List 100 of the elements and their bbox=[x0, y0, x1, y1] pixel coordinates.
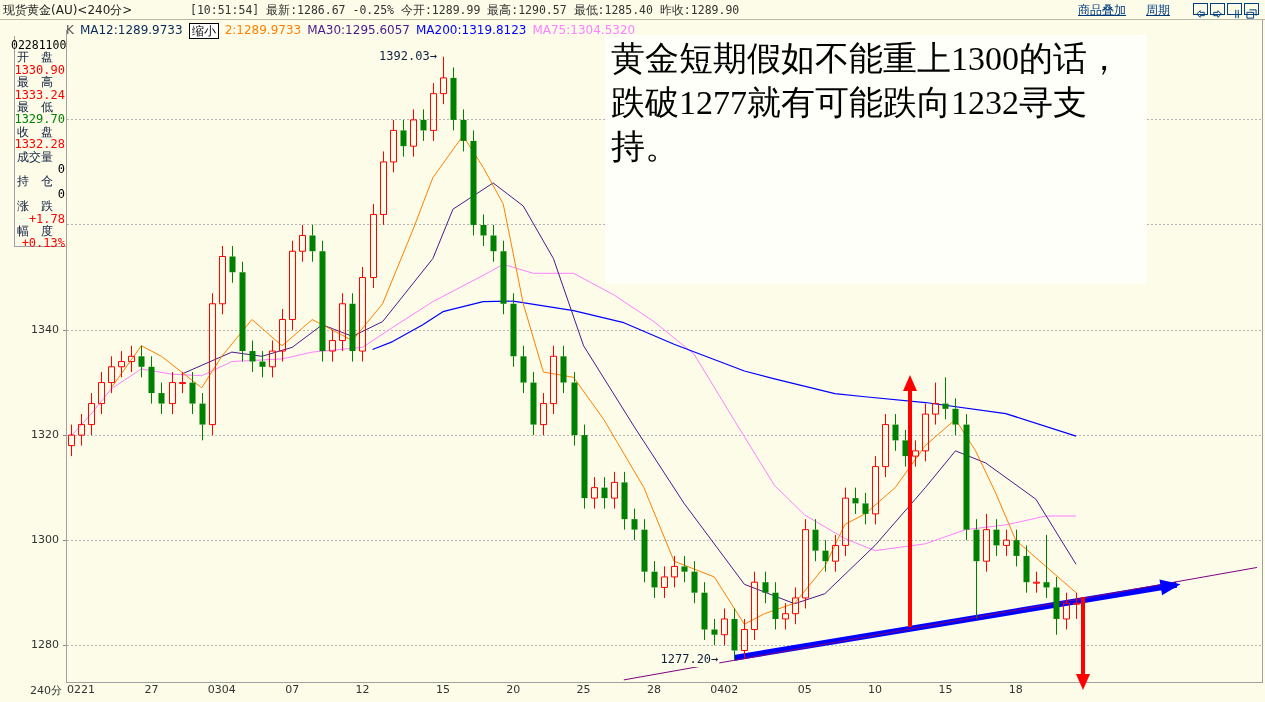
candlestick bbox=[389, 119, 398, 173]
candlestick bbox=[178, 371, 187, 394]
candlestick bbox=[369, 203, 378, 289]
candlestick bbox=[911, 439, 920, 468]
candlestick bbox=[740, 618, 749, 659]
candlestick bbox=[229, 245, 236, 284]
chart-subtitle: [10:51:54] 最新:1286.67 -0.25% 今开:1289.99 最高:1290.57 最低:1285.40 昨收:1289.90 bbox=[190, 3, 740, 17]
candlestick bbox=[772, 581, 779, 630]
candlestick bbox=[268, 340, 277, 378]
candlestick bbox=[931, 382, 940, 426]
y-tick-label: 1280 bbox=[31, 638, 59, 652]
candlestick bbox=[631, 508, 638, 541]
text: 幅 度 bbox=[17, 224, 53, 238]
candlestick bbox=[500, 240, 507, 315]
annotation: 1392.03→ bbox=[379, 48, 437, 63]
candlestick bbox=[239, 261, 246, 363]
candlestick bbox=[601, 476, 608, 510]
x-tick-label: 12 bbox=[355, 683, 370, 697]
candlestick bbox=[651, 560, 658, 599]
candlestick bbox=[77, 413, 86, 447]
text: 持 仓 bbox=[17, 174, 53, 189]
candlestick bbox=[288, 240, 297, 331]
candlestick bbox=[358, 266, 367, 363]
text: 02281100 bbox=[11, 38, 67, 52]
candlestick bbox=[560, 345, 567, 394]
candlestick bbox=[610, 471, 619, 510]
x-tick-label: 05 bbox=[797, 683, 812, 697]
text: 开 盘 bbox=[17, 50, 53, 65]
candlestick bbox=[208, 292, 217, 436]
text: 最 低 bbox=[17, 100, 53, 114]
y-tick-label: 1320 bbox=[31, 427, 59, 441]
candlestick bbox=[720, 607, 729, 646]
text: 1332.28 bbox=[14, 137, 65, 152]
candlestick bbox=[199, 392, 206, 441]
candlestick bbox=[409, 108, 418, 158]
y-tick-label: 1340 bbox=[31, 322, 59, 336]
candlestick bbox=[379, 150, 388, 226]
text: 涨 跌 bbox=[17, 199, 53, 214]
x-tick-label: 10 bbox=[868, 683, 883, 697]
text: 商品叠加 bbox=[1078, 3, 1126, 17]
candlestick bbox=[1023, 544, 1030, 594]
candlestick bbox=[871, 455, 880, 525]
y-tick-label: 1300 bbox=[31, 533, 59, 547]
text: 1333.24 bbox=[14, 87, 65, 102]
x-tick-label: 15 bbox=[938, 683, 953, 697]
candlestick bbox=[520, 345, 527, 394]
annotation: MA12:1289.9733 bbox=[79, 23, 183, 39]
x-tick-label: 0221 bbox=[67, 683, 96, 697]
candlestick bbox=[691, 560, 698, 604]
candlestick bbox=[750, 571, 759, 641]
text: 0 bbox=[57, 162, 65, 176]
candlestick bbox=[801, 518, 810, 609]
candlestick bbox=[549, 345, 558, 415]
candlestick bbox=[963, 413, 970, 541]
candlestick bbox=[127, 345, 136, 373]
candlestick bbox=[460, 108, 467, 152]
text: 2:1289.9733 bbox=[224, 23, 302, 39]
candlestick bbox=[539, 392, 548, 436]
candlestick bbox=[812, 518, 819, 562]
candlestick bbox=[429, 82, 438, 142]
candlestick bbox=[349, 292, 356, 363]
candlestick bbox=[993, 518, 1000, 557]
candlestick bbox=[168, 371, 177, 415]
text: +0.13% bbox=[21, 236, 65, 251]
note-panel: 黄金短期假如不能重上1300的话，跌破1277就有可能跌向1232寻支持。 bbox=[605, 35, 1147, 284]
candlestick bbox=[791, 586, 800, 625]
candlestick bbox=[328, 329, 337, 363]
x-axis-title: 240分 bbox=[30, 684, 62, 698]
candlestick bbox=[97, 371, 106, 415]
candlestick bbox=[480, 213, 487, 247]
candlestick bbox=[490, 224, 497, 263]
candlestick bbox=[711, 618, 718, 646]
candlestick bbox=[420, 108, 427, 142]
candlestick bbox=[319, 240, 326, 363]
candlestick bbox=[952, 397, 959, 436]
candlestick bbox=[1002, 529, 1011, 557]
candlestick bbox=[400, 119, 407, 158]
candlestick bbox=[158, 382, 165, 415]
candlestick bbox=[973, 518, 980, 620]
annotation: 缩小 bbox=[188, 23, 219, 39]
candlestick bbox=[249, 340, 256, 373]
candlestick bbox=[982, 513, 991, 573]
text: 周期 bbox=[1146, 3, 1170, 17]
annotation: 1277.20→ bbox=[660, 652, 719, 667]
candlestick bbox=[138, 345, 145, 378]
candlestick bbox=[831, 534, 840, 573]
candlestick bbox=[309, 224, 316, 263]
x-tick-label: 0304 bbox=[207, 683, 236, 697]
candlestick bbox=[621, 471, 628, 531]
chart-title: 现货黄金(AU)<240分> bbox=[3, 3, 133, 17]
candlestick bbox=[218, 245, 227, 315]
candlestick bbox=[660, 565, 669, 599]
candlestick bbox=[278, 308, 287, 363]
candlestick bbox=[1062, 592, 1071, 630]
candlestick bbox=[510, 292, 517, 368]
x-tick-label: 28 bbox=[646, 683, 661, 697]
candlestick bbox=[87, 392, 96, 436]
candlestick bbox=[1032, 571, 1041, 594]
x-tick-label: 15 bbox=[435, 683, 450, 697]
candlestick bbox=[892, 413, 899, 452]
